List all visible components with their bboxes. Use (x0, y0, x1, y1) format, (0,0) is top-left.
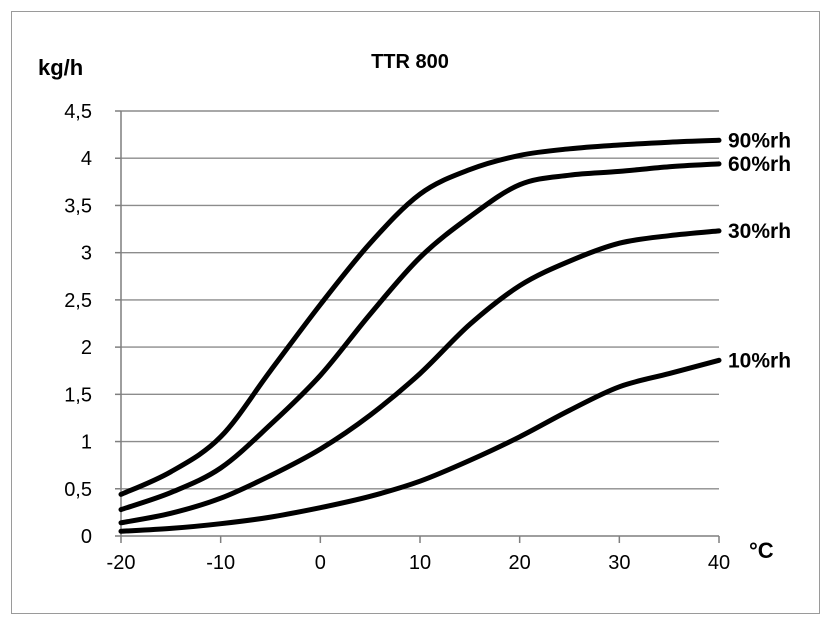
chart-title: TTR 800 (371, 51, 449, 73)
x-tick-label: 0 (315, 552, 326, 574)
y-tick-label: 0 (81, 526, 92, 548)
axes (115, 110, 720, 543)
series-line-60-pct-rh (118, 161, 722, 513)
y-tick-label: 1 (81, 432, 92, 454)
series-line-10-pct-rh (118, 357, 722, 534)
y-tick-label: 4,5 (64, 101, 92, 123)
y-tick-label: 4 (81, 148, 92, 170)
tick-labels: 0 0,5 1 1,5 2 2,5 3 3,5 4 4,5 -20 -10 0 10 20 30 40 90%rh… (64, 101, 791, 574)
x-tick-label: 20 (509, 552, 531, 574)
y-tick-label: 3 (81, 243, 92, 265)
x-tick-label: -20 (107, 552, 136, 574)
y-tick-label: 0,5 (64, 479, 92, 501)
x-axis-label: °C (749, 538, 774, 563)
series-line-30-pct-rh (118, 228, 722, 526)
series-lines (118, 137, 722, 534)
series-label-60-pct-rh: 60%rh (728, 153, 791, 176)
series-label-30-pct-rh: 30%rh (728, 220, 791, 243)
x-tick-label: -10 (206, 552, 235, 574)
y-tick-label: 2,5 (64, 290, 92, 312)
series-line-90-pct-rh (118, 137, 722, 497)
y-tick-label: 2 (81, 337, 92, 359)
y-axis-label: kg/h (38, 55, 83, 80)
series-label-90-pct-rh: 90%rh (728, 129, 791, 152)
x-tick-label: 30 (608, 552, 630, 574)
x-tick-label: 40 (708, 552, 730, 574)
y-tick-label: 3,5 (64, 195, 92, 217)
gridlines (121, 110, 719, 490)
series-label-10-pct-rh: 10%rh (728, 349, 791, 372)
y-tick-label: 1,5 (64, 384, 92, 406)
x-tick-label: 10 (409, 552, 431, 574)
